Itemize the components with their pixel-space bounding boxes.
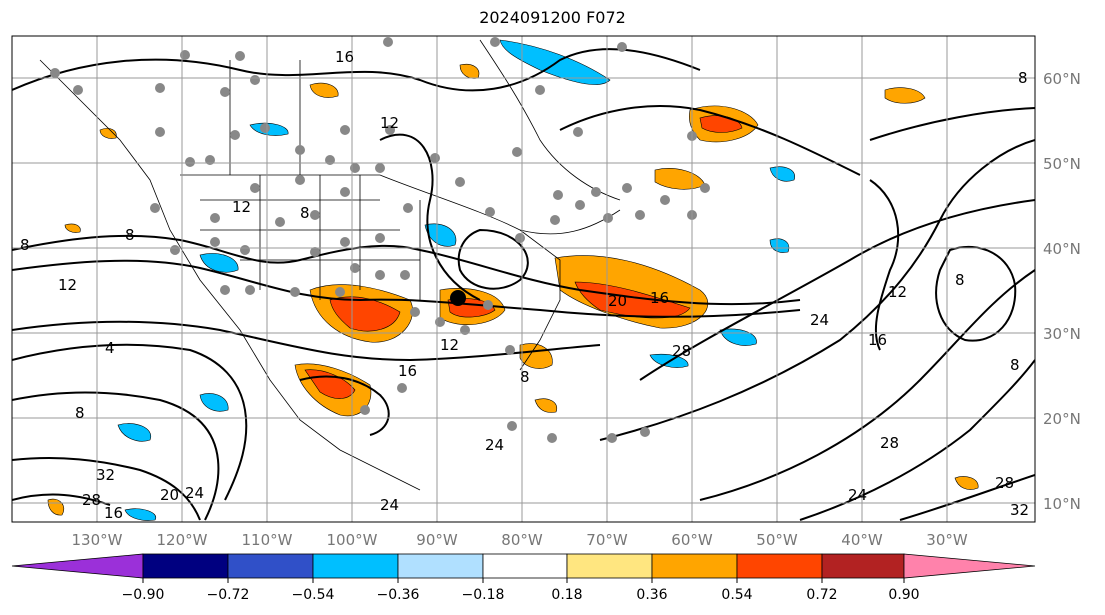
contour-label: 16 — [335, 48, 354, 66]
lon-label: 110°W — [242, 531, 293, 549]
lat-label: 20°N — [1043, 410, 1081, 428]
lon-label: 120°W — [157, 531, 208, 549]
contour-label: 28 — [82, 491, 101, 509]
colorbar-segment — [482, 553, 568, 579]
lon-label: 40°W — [841, 531, 883, 549]
lat-label: 40°N — [1043, 240, 1081, 258]
highlight-station-marker — [450, 290, 466, 306]
contour-label: 24 — [848, 486, 867, 504]
contour-label: 24 — [485, 436, 504, 454]
country-borders — [39, 39, 621, 491]
lon-label: 130°W — [72, 531, 123, 549]
colorbar-segment — [142, 553, 229, 579]
contour-label: 16 — [104, 504, 123, 522]
contour-label: 12 — [58, 276, 77, 294]
contour-label: 16 — [868, 331, 887, 349]
lat-label: 60°N — [1043, 70, 1081, 88]
colorbar — [11, 553, 1036, 579]
colorbar-segment — [736, 553, 823, 579]
contour-label: 8 — [300, 204, 310, 222]
colorbar-segment — [566, 553, 653, 579]
contour-label: 28 — [880, 434, 899, 452]
colorbar-extend-high — [903, 553, 1036, 579]
colorbar-segment — [397, 553, 484, 579]
map-plot-area: 16 12 12 8 8 8 12 4 8 32 28 16 20 24 24 … — [12, 36, 1035, 522]
contour-label: 8 — [520, 368, 530, 386]
colorbar-tick-label: −0.36 — [377, 587, 420, 603]
colorbar-segment — [821, 553, 905, 579]
colorbar-tick-label: 0.36 — [636, 587, 667, 603]
colorbar-tick-label: −0.90 — [122, 587, 165, 603]
colorbar-segment — [227, 553, 314, 579]
contour-label: 8 — [1010, 356, 1020, 374]
longitude-labels: 130°W 120°W 110°W 100°W 90°W 80°W 70°W 6… — [72, 531, 968, 549]
colorbar-ticks: −0.90 −0.72 −0.54 −0.36 −0.18 0.18 0.36 … — [122, 578, 920, 603]
contour-lines — [12, 48, 1035, 521]
contour-label-group: 16 12 12 8 8 8 12 4 8 32 28 16 20 24 24 … — [20, 48, 1029, 522]
contour-label: 24 — [185, 484, 204, 502]
colorbar-extend-low — [11, 553, 144, 579]
lat-label: 10°N — [1043, 495, 1081, 513]
contour-label: 24 — [810, 311, 829, 329]
contour-label: 28 — [995, 474, 1014, 492]
contour-label: 8 — [125, 226, 135, 244]
lon-label: 70°W — [586, 531, 628, 549]
colorbar-tick-label: 0.54 — [721, 587, 752, 603]
contour-label: 8 — [20, 236, 30, 254]
contour-label: 32 — [1010, 501, 1029, 519]
lon-label: 100°W — [327, 531, 378, 549]
contour-label: 4 — [105, 339, 115, 357]
contour-label: 32 — [96, 466, 115, 484]
contour-label: 16 — [650, 289, 669, 307]
contour-label: 12 — [888, 283, 907, 301]
lon-label: 30°W — [926, 531, 968, 549]
contour-label: 8 — [1018, 69, 1028, 87]
lon-label: 90°W — [416, 531, 458, 549]
lon-label: 60°W — [671, 531, 713, 549]
contour-label: 24 — [380, 496, 399, 514]
colorbar-segment — [312, 553, 399, 579]
map-frame — [11, 35, 1036, 523]
contour-label: 16 — [398, 362, 417, 380]
contour-label: 20 — [608, 292, 627, 310]
latitude-labels: 60°N 50°N 40°N 30°N 20°N 10°N — [1043, 70, 1081, 513]
contour-label: 8 — [75, 404, 85, 422]
contour-label: 8 — [955, 271, 965, 289]
contour-label: 20 — [160, 486, 179, 504]
lon-label: 80°W — [501, 531, 543, 549]
lat-label: 30°N — [1043, 325, 1081, 343]
colorbar-tick-label: 0.18 — [551, 587, 582, 603]
gridlines — [12, 36, 1035, 522]
colorbar-tick-label: −0.18 — [462, 587, 505, 603]
lon-label: 50°W — [756, 531, 798, 549]
colorbar-tick-label: −0.54 — [292, 587, 335, 603]
contour-label: 12 — [232, 198, 251, 216]
colorbar-tick-label: 0.72 — [806, 587, 837, 603]
lat-label: 50°N — [1043, 155, 1081, 173]
contour-label: 12 — [440, 336, 459, 354]
colorbar-tick-label: −0.72 — [207, 587, 250, 603]
colorbar-segment — [651, 553, 738, 579]
contour-label: 28 — [672, 342, 691, 360]
contour-label: 12 — [380, 114, 399, 132]
map-title: 2024091200 F072 — [479, 8, 626, 27]
colorbar-tick-label: 0.90 — [888, 587, 919, 603]
